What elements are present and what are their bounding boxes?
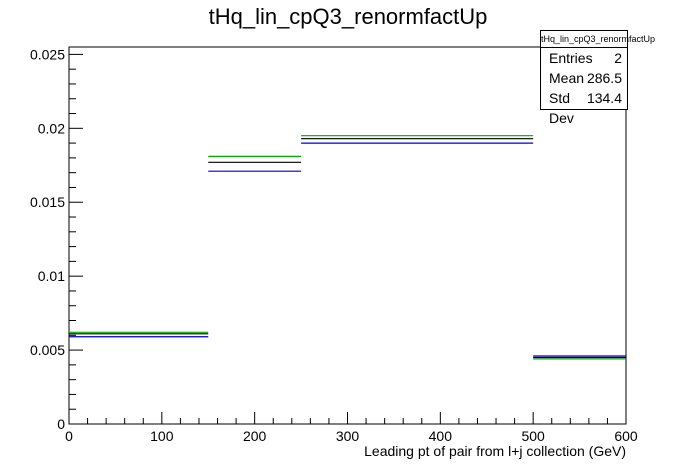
x-tick-label: 600: [614, 428, 638, 444]
x-tick-label: 200: [243, 428, 267, 444]
stats-box: tHq_lin_cpQ3_renormfactUp Entries 2 Mean…: [540, 30, 655, 126]
y-tick-label: 0: [57, 416, 65, 432]
stats-row-stddev: Std Dev 134.4: [541, 88, 627, 126]
stats-mean-label: Mean: [549, 70, 585, 86]
y-tick-label: 0.02: [38, 120, 65, 136]
x-tick-label: 0: [65, 428, 73, 444]
chart-title: tHq_lin_cpQ3_renormfactUp: [208, 4, 488, 29]
stats-mean-value: 286.5: [586, 70, 622, 86]
x-tick-label: 500: [521, 428, 545, 444]
stats-row-mean: Mean 286.5: [541, 68, 627, 88]
x-axis-label: Leading pt of pair from l+j collection (…: [364, 443, 626, 459]
y-tick-label: 0.005: [30, 342, 65, 358]
stats-box-name: tHq_lin_cpQ3_renormfactUp: [541, 31, 655, 48]
stats-stddev-value: 134.4: [586, 90, 622, 106]
y-tick-label: 0.025: [30, 46, 65, 62]
x-tick-label: 300: [336, 428, 360, 444]
axes: 0 100 200 300 400 500 600 0 0.005 0.01 0.015 0.02 0.…: [30, 46, 638, 444]
stats-row-entries: Entries 2: [541, 48, 627, 68]
y-tick-label: 0.01: [38, 268, 65, 284]
stats-stddev-label: Std Dev: [549, 90, 574, 126]
histogram-bars: [69, 135, 626, 360]
stats-entries-value: 2: [614, 50, 622, 66]
x-tick-label: 100: [150, 428, 174, 444]
x-tick-label: 400: [429, 428, 453, 444]
stats-entries-label: Entries: [549, 50, 593, 66]
y-tick-label: 0.015: [30, 194, 65, 210]
